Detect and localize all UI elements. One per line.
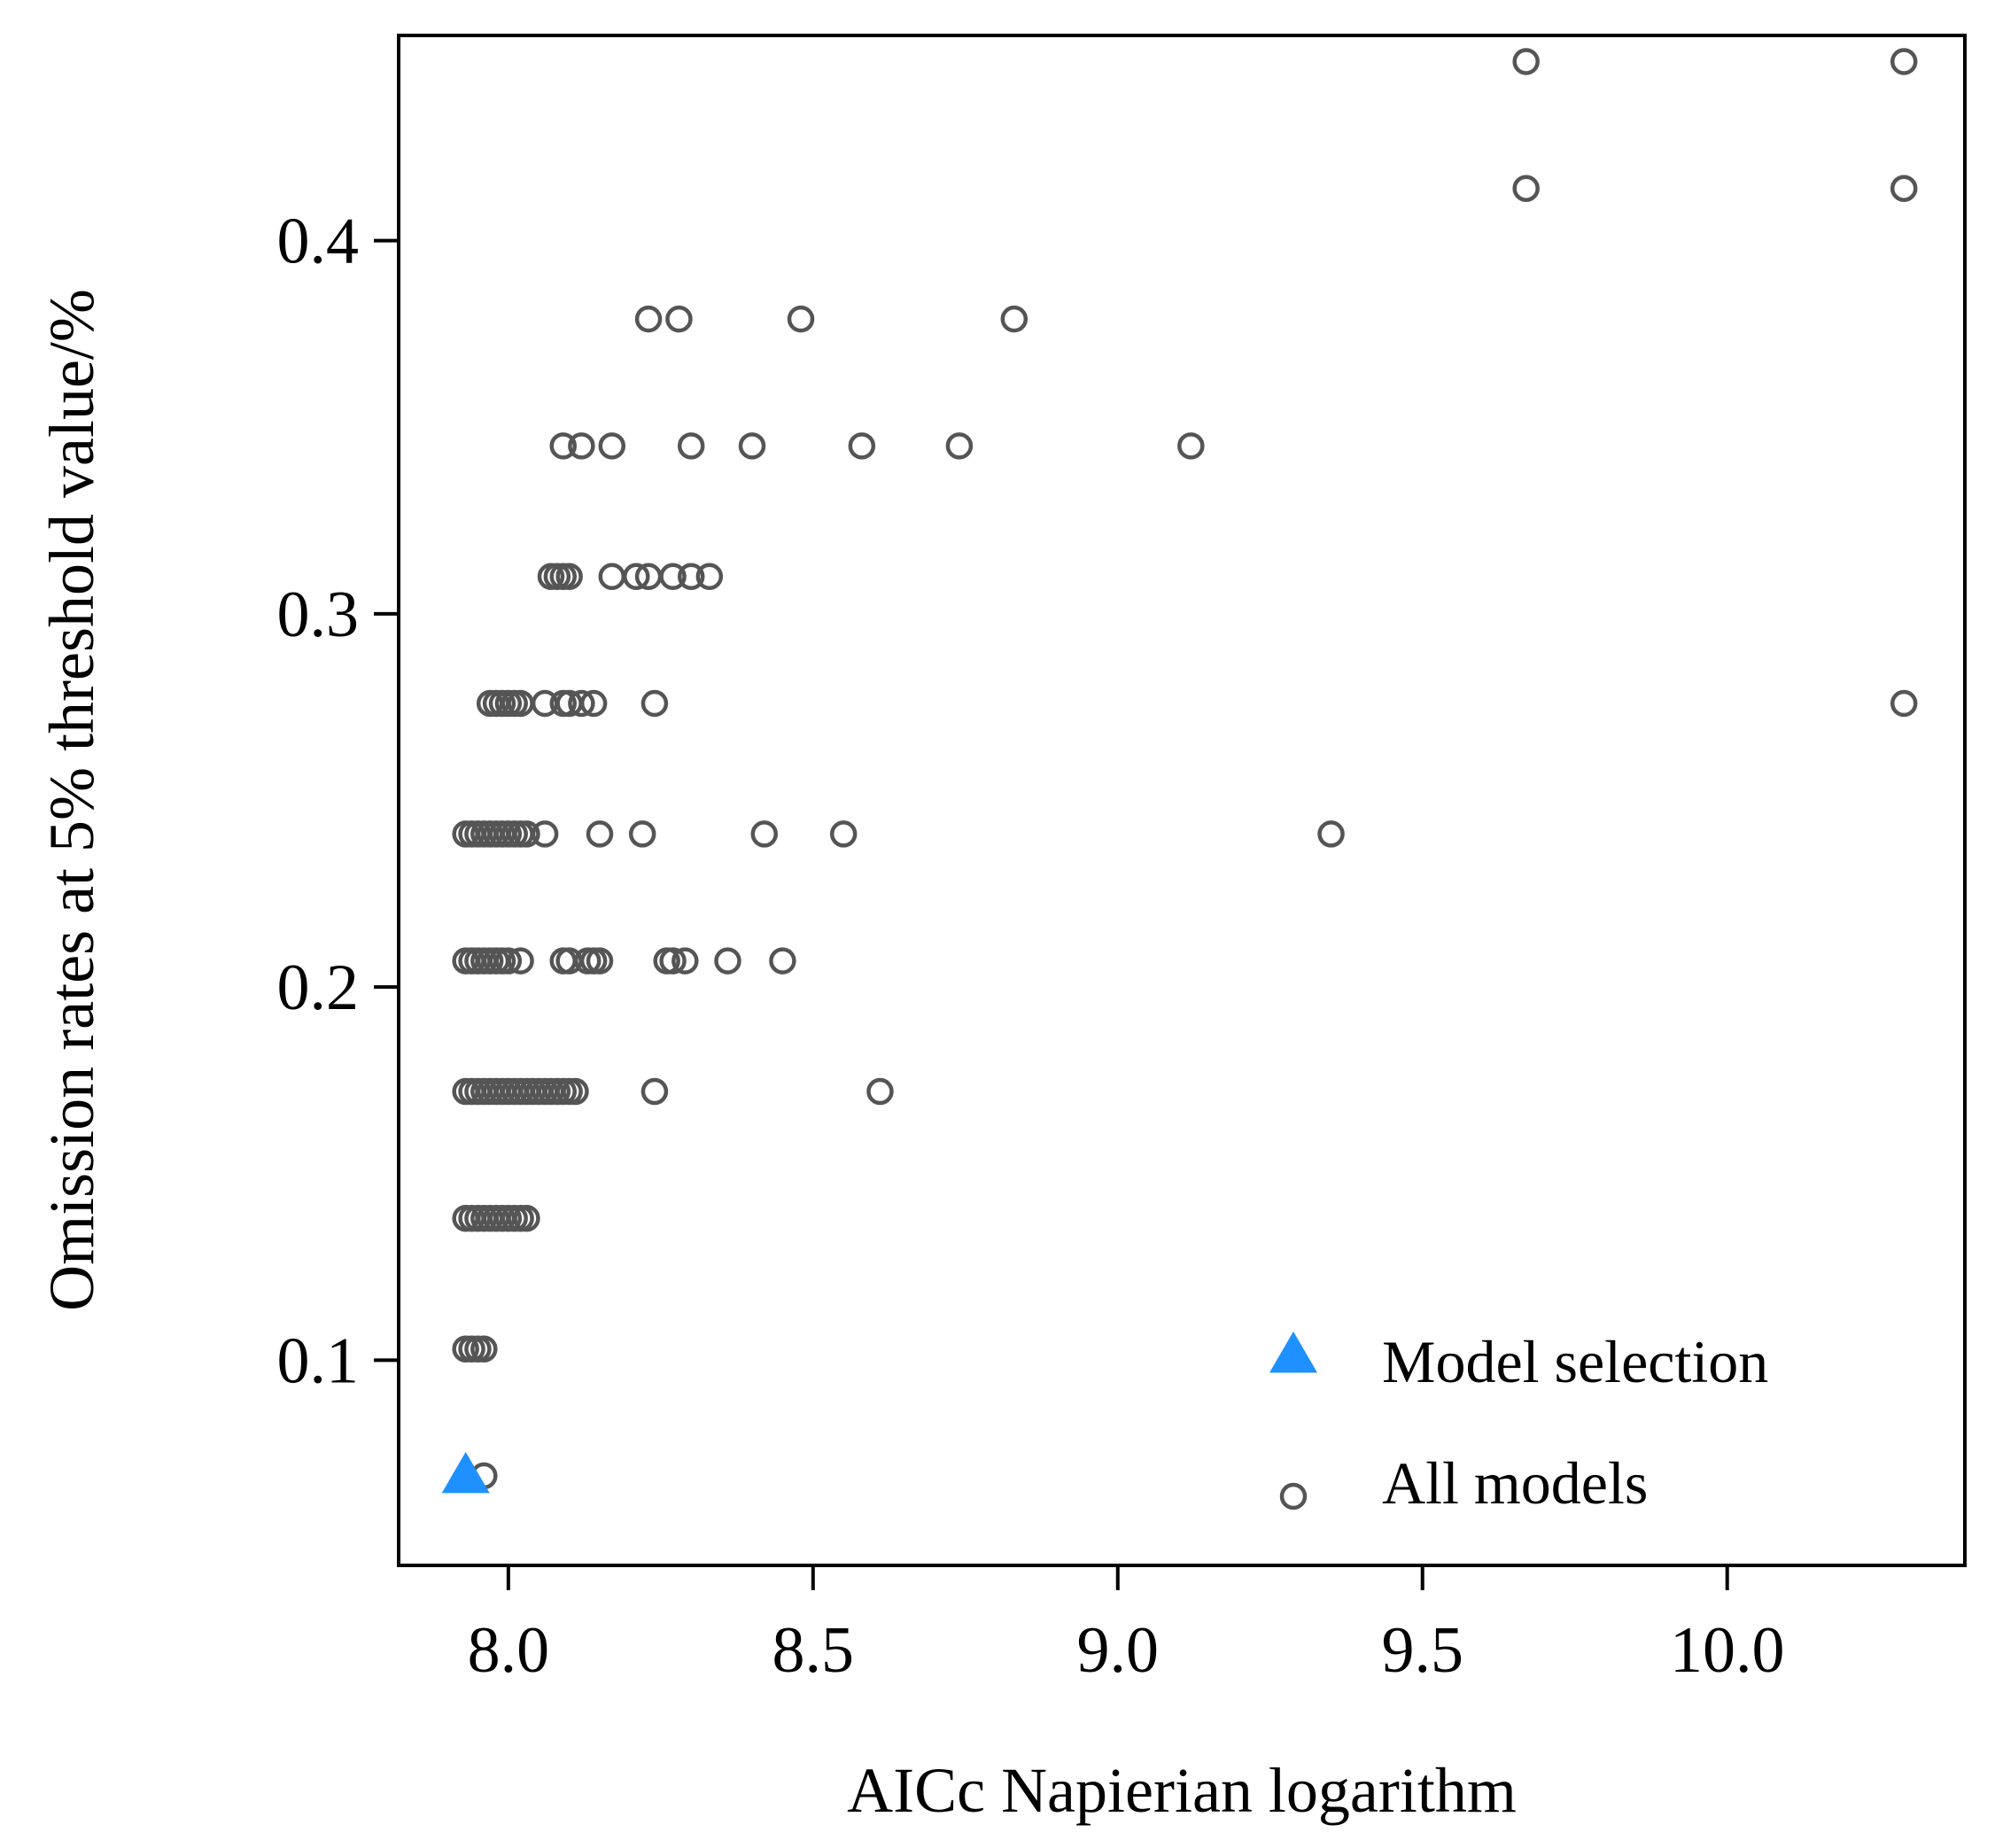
data-point-circle	[568, 432, 595, 460]
data-point-circle	[829, 820, 858, 848]
data-point-circle	[738, 432, 766, 460]
data-point-circle	[677, 432, 705, 460]
legend-label: All models	[1382, 1449, 1648, 1517]
data-point-circle	[769, 947, 796, 974]
data-point-circle	[1512, 48, 1540, 75]
data-point-circle	[507, 947, 534, 974]
data-point-circle	[628, 820, 656, 848]
plot-frame	[397, 34, 1967, 1567]
data-point-circle	[714, 947, 741, 974]
data-point-circle	[1890, 175, 1918, 202]
data-point-circle	[695, 563, 724, 591]
data-point-circle	[513, 1205, 540, 1232]
data-point-circle	[586, 947, 614, 974]
data-point-circle	[470, 1335, 498, 1363]
y-tick-label: 0.4	[277, 206, 360, 278]
data-point-circle	[665, 305, 693, 333]
y-tick-label: 0.3	[277, 578, 360, 651]
legend-label: Model selection	[1382, 1328, 1768, 1395]
x-tick-label: 9.5	[1381, 1614, 1463, 1687]
data-point-circle	[531, 820, 559, 848]
data-point-circle	[787, 305, 815, 333]
y-axis: 0.1 0.2 0.3 0.4	[277, 206, 399, 1397]
data-point-triangle	[441, 1451, 490, 1494]
x-tick-label: 8.0	[468, 1614, 550, 1687]
data-point-circle	[562, 1077, 589, 1106]
data-point-circle	[513, 820, 540, 848]
y-tick-label: 0.2	[277, 951, 360, 1024]
data-point-circle	[598, 563, 626, 591]
data-point-circle	[750, 820, 779, 848]
legend-marker-triangle	[1269, 1332, 1317, 1373]
y-tick-label: 0.1	[277, 1324, 360, 1397]
data-point-circle	[634, 305, 663, 333]
data-point-circle	[677, 563, 705, 591]
data-point-circle	[623, 563, 650, 591]
data-point-circle	[659, 563, 687, 591]
data-point-circle	[848, 432, 876, 460]
data-point-circle	[579, 689, 608, 718]
x-tick-label: 10.0	[1670, 1614, 1785, 1687]
data-point-circle	[568, 689, 595, 718]
x-axis-label: AICc Napierian logarithm	[847, 1755, 1517, 1826]
data-point-circle	[598, 432, 626, 460]
data-point-circle	[866, 1077, 894, 1106]
data-point-circle	[586, 820, 614, 848]
data-point-circle	[1317, 820, 1345, 848]
x-tick-label: 8.5	[772, 1614, 855, 1687]
data-point-circle	[1890, 689, 1918, 718]
data-point-circle	[1890, 48, 1918, 75]
data-point-circle	[1512, 175, 1540, 202]
data-point-circle	[1177, 432, 1205, 460]
data-point-circle	[555, 563, 583, 591]
data-point-circle	[945, 432, 974, 460]
x-tick-label: 9.0	[1077, 1614, 1160, 1687]
data-point-circle	[659, 947, 687, 974]
y-axis-label: Omission rates at 5% threshold value/%	[36, 289, 107, 1311]
legend-marker-circle	[1279, 1482, 1308, 1510]
data-point-circle	[1000, 305, 1029, 333]
data-point-circle	[549, 432, 577, 460]
data-point-circle	[640, 1077, 669, 1106]
legend: Model selection All models	[1269, 1328, 1768, 1517]
data-point-circle	[640, 689, 669, 718]
x-axis: 8.0 8.5 9.0 9.5 10.0	[468, 1565, 1785, 1687]
data-points	[441, 48, 1918, 1494]
data-point-circle	[671, 947, 699, 974]
data-point-circle	[494, 947, 523, 974]
